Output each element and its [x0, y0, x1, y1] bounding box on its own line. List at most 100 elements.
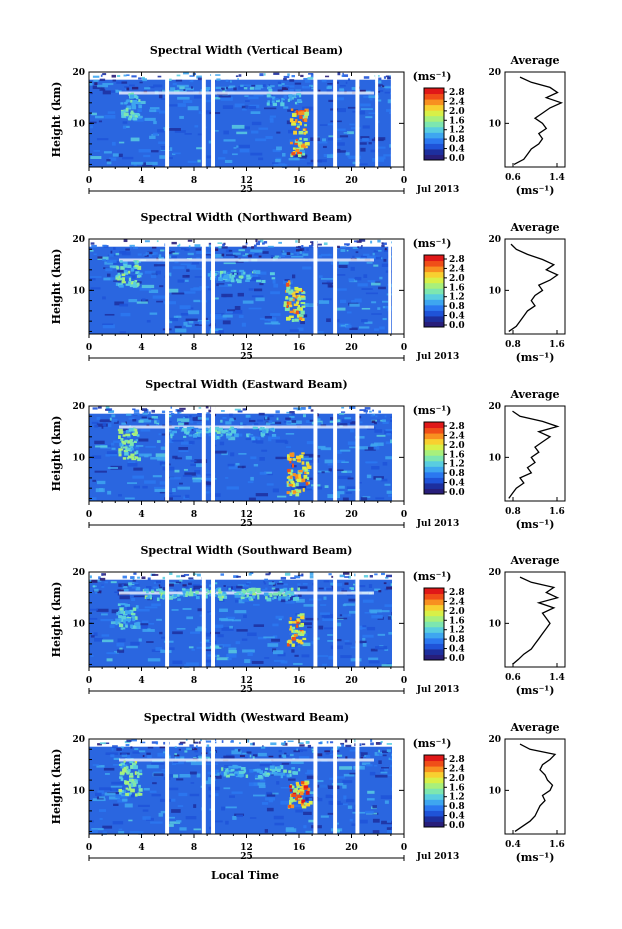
heatmap-cell — [289, 493, 301, 496]
heatmap-cell — [263, 636, 275, 639]
heatmap-cell — [104, 792, 116, 796]
heatmap-cell — [300, 131, 306, 135]
heatmap-cell — [305, 740, 309, 744]
heatmap-cell — [106, 408, 113, 411]
heatmap-cell — [156, 240, 159, 243]
heatmap-cell — [311, 748, 315, 751]
heatmap-cell — [232, 309, 243, 314]
heatmap-cell — [168, 410, 173, 413]
heatmap-cell — [256, 440, 264, 444]
heatmap-cell — [354, 640, 367, 644]
heatmap-feature-cell — [245, 279, 250, 283]
heatmap-cell — [280, 576, 287, 580]
average-x-tick-label: 0.6 — [505, 673, 521, 683]
heatmap-feature-cell — [289, 797, 293, 801]
heatmap-feature-cell — [296, 792, 300, 795]
heatmap-cell — [334, 622, 342, 627]
colorbar-tick-label: 1.2 — [449, 126, 465, 136]
colorbar-units: (ms⁻¹) — [413, 737, 452, 750]
heatmap-cell — [383, 582, 387, 585]
heatmap-cell — [149, 135, 156, 140]
heatmap-cell — [234, 305, 241, 310]
heatmap-cell — [276, 781, 280, 785]
date-label: Jul 2013 — [416, 685, 459, 695]
heatmap-cell — [111, 261, 121, 265]
heatmap-feature-cell — [255, 774, 258, 779]
heatmap-feature-cell — [127, 447, 131, 450]
heatmap-cell — [380, 85, 385, 88]
heatmap-cell — [150, 457, 161, 460]
heatmap-cell — [302, 582, 308, 585]
heatmap-cell — [286, 411, 290, 414]
heatmap-feature-cell — [126, 771, 130, 775]
heatmap-cell — [354, 573, 357, 577]
heatmap-cell — [144, 240, 150, 243]
heatmap-feature-cell — [299, 314, 304, 318]
heatmap-feature-cell — [296, 307, 300, 311]
heatmap-cell — [360, 497, 368, 501]
heatmap-cell — [172, 631, 183, 635]
data-gap — [211, 72, 215, 167]
heatmap-cell — [318, 587, 324, 590]
heatmap-cell — [287, 73, 290, 76]
heatmap-feature-cell — [286, 285, 291, 290]
heatmap-feature-cell — [259, 770, 264, 775]
heatmap-feature-cell — [296, 478, 302, 483]
heatmap-cell — [180, 441, 193, 445]
heatmap-cell — [153, 586, 160, 589]
heatmap-feature-cell — [216, 430, 221, 435]
heatmap-cell — [221, 740, 224, 743]
panels-group: Spectral Width (Vertical Beam)0 4 8 12 16 20 0… — [50, 44, 566, 864]
heatmap-cell — [94, 638, 103, 642]
heatmap-feature-cell — [213, 593, 217, 597]
heatmap-feature-cell — [118, 763, 122, 766]
heatmap-cell — [117, 638, 126, 643]
heatmap-feature-cell — [246, 277, 252, 280]
heatmap-cell — [101, 634, 110, 637]
heatmap-cell — [363, 409, 368, 413]
heatmap-cell — [359, 743, 362, 747]
heatmap-cell — [257, 419, 264, 422]
heatmap-cell — [245, 414, 251, 418]
data-gap — [211, 572, 215, 667]
data-gap — [313, 572, 318, 667]
heatmap-feature-cell — [263, 592, 269, 596]
heatmap-cell — [184, 87, 194, 91]
x-tick-label: 16 — [293, 843, 306, 853]
heatmap-cell — [244, 659, 251, 664]
heatmap-cell — [159, 461, 166, 465]
heatmap-cell — [174, 261, 179, 264]
heatmap-feature-cell — [215, 436, 218, 440]
heatmap-feature-cell — [289, 97, 292, 101]
heatmap-feature-cell — [264, 428, 269, 432]
heatmap-cell — [221, 293, 233, 298]
heatmap-cell — [196, 147, 205, 150]
heatmap-cell — [382, 421, 389, 425]
colorbar-segment — [424, 299, 444, 306]
x-tick-label: 12 — [240, 843, 253, 853]
heatmap-cell — [222, 320, 231, 325]
heatmap-cell — [361, 245, 363, 247]
heatmap-cell — [138, 420, 144, 423]
heatmap-feature-cell — [122, 457, 127, 460]
heatmap-cell — [344, 417, 352, 421]
heatmap-cell — [141, 284, 155, 289]
heatmap-cell — [193, 95, 203, 99]
heatmap-feature-cell — [227, 271, 231, 275]
heatmap-cell — [96, 423, 108, 427]
heatmap-cell — [115, 90, 122, 93]
heatmap-feature-cell — [292, 484, 296, 488]
heatmap-cell — [354, 240, 358, 243]
heatmap-feature-cell — [300, 797, 303, 802]
heatmap-cell — [184, 664, 190, 668]
heatmap-cell — [177, 418, 190, 422]
heatmap-cell — [151, 574, 159, 576]
heatmap-cell — [379, 326, 385, 330]
heatmap-cell — [300, 320, 305, 325]
x-tick-label: 16 — [293, 676, 306, 686]
heatmap-cell — [280, 787, 292, 789]
heatmap-feature-cell — [134, 428, 138, 433]
heatmap-cell — [188, 320, 194, 324]
heatmap-cell — [308, 73, 313, 75]
average-title: Average — [509, 221, 559, 234]
